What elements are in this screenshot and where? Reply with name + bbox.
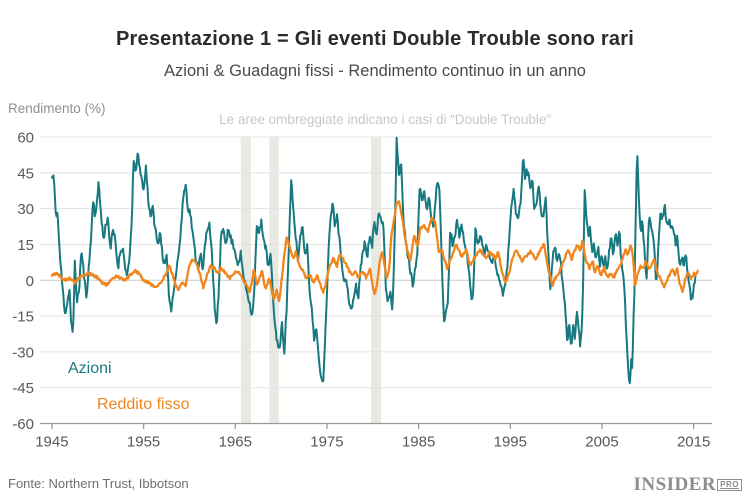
insider-pro-logo: INSIDER PRO — [633, 474, 742, 496]
legend-item-reddito-fisso: Reddito fisso — [97, 396, 190, 413]
x-tick-label: 2015 — [677, 434, 710, 451]
logo-pro-badge: PRO — [717, 479, 742, 491]
x-tick-label: 1965 — [219, 434, 252, 451]
y-tick-label: 0 — [26, 273, 34, 290]
y-tick-label: -30 — [12, 344, 34, 361]
series-line-azioni — [50, 136, 697, 385]
page-title: Presentazione 1 = Gli eventi Double Trou… — [116, 28, 634, 50]
shaded-area-annotation: Le aree ombreggiate indicano i casi di “… — [219, 112, 551, 127]
y-tick-label: -15 — [12, 309, 34, 326]
x-tick-label: 1945 — [35, 434, 68, 451]
source-note: Fonte: Northern Trust, Ibbotson — [8, 476, 189, 491]
y-tick-label: 30 — [17, 201, 34, 218]
x-tick-label: 1985 — [402, 434, 435, 451]
x-tick-label: 1995 — [494, 434, 527, 451]
y-axis-label: Rendimento (%) — [8, 101, 106, 116]
y-tick-label: -60 — [12, 416, 34, 433]
x-tick-label: 2005 — [585, 434, 618, 451]
page-subtitle: Azioni & Guadagni fissi - Rendimento con… — [164, 62, 586, 80]
x-tick-label: 1955 — [127, 434, 160, 451]
legend-item-azioni: Azioni — [68, 360, 112, 377]
logo-name: INSIDER — [633, 474, 717, 495]
x-tick-label: 1975 — [310, 434, 343, 451]
y-tick-label: 45 — [17, 165, 34, 182]
y-tick-label: -45 — [12, 380, 34, 397]
y-tick-label: 60 — [17, 130, 34, 147]
series-line-reddito-fisso — [50, 200, 699, 303]
y-tick-label: 15 — [17, 237, 34, 254]
